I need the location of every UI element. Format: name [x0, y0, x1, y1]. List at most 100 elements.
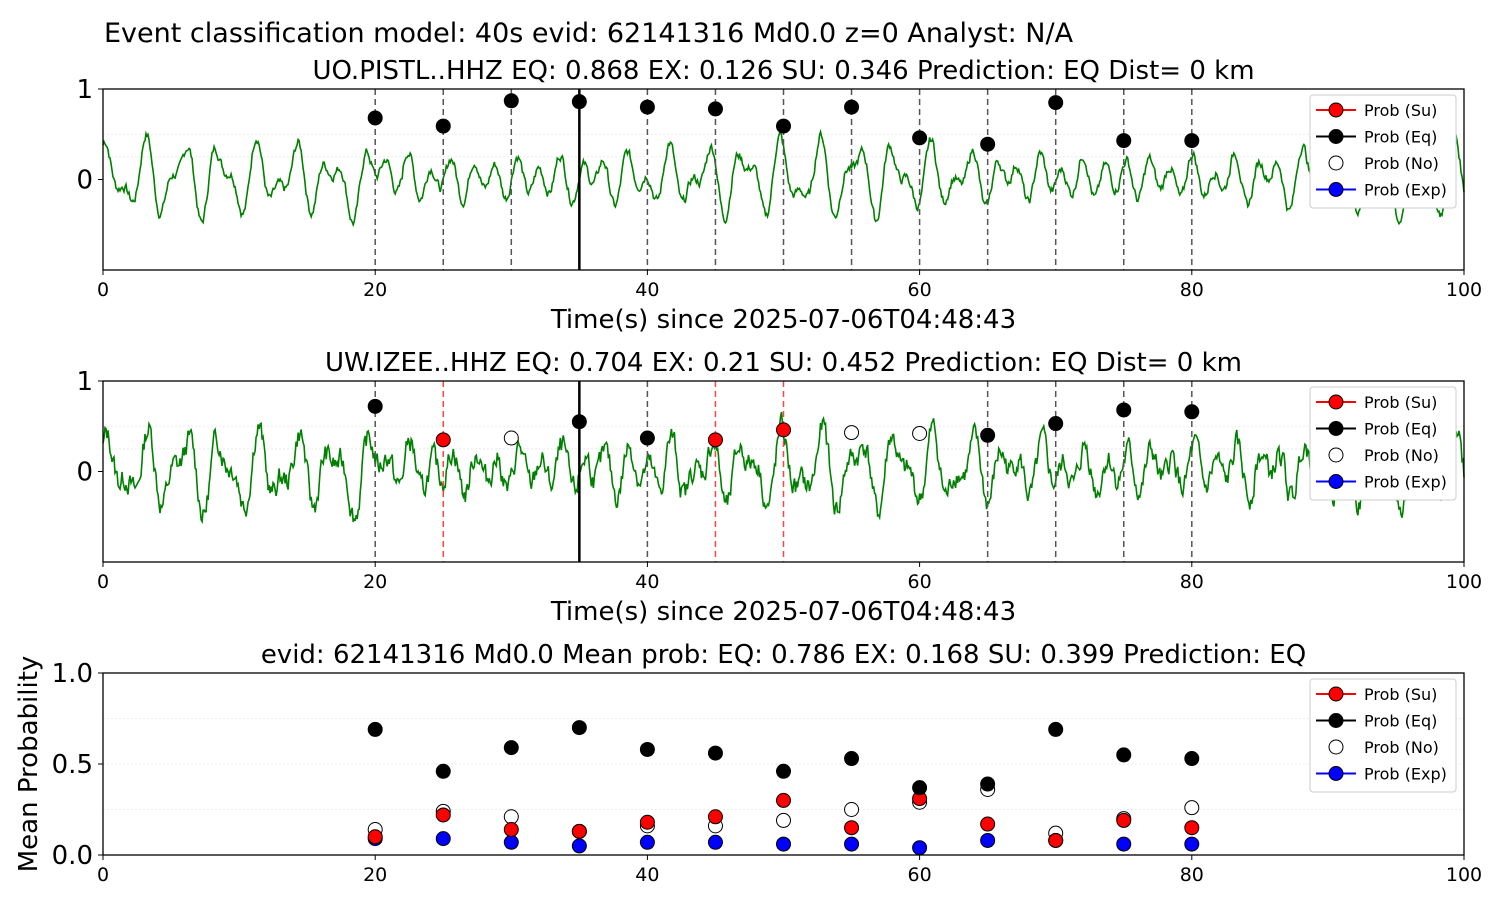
x-tick-label: 40 [635, 279, 659, 301]
legend-label: Prob (Exp) [1364, 181, 1447, 200]
x-tick-label: 0 [97, 279, 109, 301]
mean-point-exp [707, 834, 723, 850]
prob-point-eq [912, 130, 928, 146]
mean-point-eq [1184, 751, 1200, 767]
panel-1: 0 20 40 60 80 100 0 1 Prob (Su) Prob (Eq) Prob (No… [76, 75, 1482, 301]
mean-point-no [844, 802, 860, 817]
legend-marker [1328, 713, 1344, 728]
mean-point-eq [980, 776, 996, 792]
mean-point-exp [912, 840, 928, 856]
prob-point-eq [980, 427, 996, 443]
panel-3-title: evid: 62141316 Md0.0 Mean prob: EQ: 0.78… [261, 640, 1306, 670]
prob-point-eq [367, 110, 383, 126]
x-tick-label: 100 [1446, 279, 1482, 301]
prob-point-su [707, 432, 723, 448]
legend-label: Prob (Su) [1364, 101, 1437, 120]
legend-label: Prob (No) [1364, 154, 1439, 173]
mean-point-su [776, 792, 791, 808]
legend-label: Prob (Eq) [1364, 128, 1437, 147]
mean-point-su [1184, 820, 1200, 836]
mean-point-su [367, 829, 383, 845]
legend-marker [1328, 766, 1344, 781]
prob-point-su [776, 422, 791, 438]
mean-point-exp [571, 838, 587, 854]
panel-1-xlabel: Time(s) since 2025-07-06T04:48:43 [550, 305, 1016, 335]
legend-marker [1328, 394, 1344, 410]
y-tick-label: 0 [76, 166, 93, 196]
legend-label: Prob (Su) [1364, 685, 1437, 704]
x-tick-label: 20 [363, 864, 387, 886]
mean-point-exp [435, 831, 451, 847]
legend-label: Prob (No) [1364, 738, 1439, 757]
legend-marker [1328, 182, 1344, 197]
x-tick-label: 0 [97, 571, 109, 593]
waveform-line [102, 128, 1465, 228]
x-tick-label: 100 [1446, 864, 1482, 886]
legend-marker [1328, 129, 1344, 144]
legend-marker [1328, 155, 1344, 171]
legend-marker [1328, 447, 1344, 463]
figure-title: Event classification model: 40s evid: 62… [104, 18, 1074, 49]
prob-point-eq [571, 414, 587, 430]
x-tick-label: 0 [97, 864, 109, 886]
prob-point-eq [435, 118, 451, 134]
mean-point-su [639, 814, 655, 830]
mean-point-su [980, 816, 996, 832]
prob-point-eq [367, 398, 383, 414]
panel-3: 0 20 40 60 80 100 0.0 0.5 1.0 Prob (Su) Prob (Eq) P… [52, 659, 1482, 886]
x-tick-label: 40 [635, 571, 659, 593]
legend-marker [1328, 421, 1344, 436]
mean-point-eq [844, 751, 860, 767]
mean-point-no [776, 812, 791, 828]
prob-point-eq [1116, 133, 1132, 149]
legend-label: Prob (Exp) [1364, 765, 1447, 784]
y-tick-label: 0.0 [52, 841, 93, 871]
x-tick-label: 20 [363, 571, 387, 593]
panel-1-title: UO.PISTL..HHZ EQ: 0.868 EX: 0.126 SU: 0.… [312, 56, 1254, 86]
mean-point-eq [912, 780, 928, 796]
legend-box [1309, 678, 1457, 793]
legend-label: Prob (Su) [1364, 393, 1437, 412]
mean-point-no [503, 809, 519, 825]
legend-label: Prob (Eq) [1364, 420, 1437, 439]
prob-point-eq [571, 94, 587, 110]
mean-point-su [435, 807, 451, 823]
mean-point-exp [980, 832, 996, 848]
prob-point-su [435, 432, 451, 448]
legend-marker [1328, 686, 1344, 702]
x-tick-label: 100 [1446, 571, 1482, 593]
x-tick-label: 40 [635, 864, 659, 886]
prob-point-eq [1184, 404, 1200, 420]
mean-point-eq [776, 763, 791, 779]
mean-point-exp [503, 834, 519, 850]
mean-point-su [1048, 832, 1064, 848]
x-tick-label: 60 [908, 279, 932, 301]
legend-marker [1328, 474, 1344, 489]
prob-point-eq [503, 93, 519, 109]
mean-point-eq [435, 763, 451, 779]
mean-point-eq [707, 745, 723, 761]
x-tick-label: 80 [1180, 279, 1204, 301]
x-tick-label: 60 [908, 571, 932, 593]
panel-2: 0 20 40 60 80 100 0 1 Prob (Su) Prob (Eq) Prob (No… [76, 367, 1482, 593]
prob-point-eq [1184, 133, 1200, 149]
legend-box [1309, 386, 1457, 501]
y-tick-label: 0.5 [52, 750, 93, 780]
panel-2-xlabel: Time(s) since 2025-07-06T04:48:43 [550, 597, 1016, 627]
mean-point-exp [1184, 836, 1200, 852]
panel-2-title: UW.IZEE..HHZ EQ: 0.704 EX: 0.21 SU: 0.45… [325, 348, 1242, 378]
mean-point-su [707, 809, 723, 825]
y-tick-label: 0 [76, 458, 93, 488]
legend-box [1309, 94, 1457, 209]
prob-point-eq [639, 99, 655, 115]
mean-point-exp [639, 834, 655, 850]
mean-point-exp [776, 836, 791, 852]
x-tick-label: 20 [363, 279, 387, 301]
prob-point-eq [1048, 95, 1064, 111]
prob-point-eq [776, 118, 791, 134]
legend-label: Prob (No) [1364, 446, 1439, 465]
x-tick-label: 80 [1180, 864, 1204, 886]
prob-point-no [844, 425, 860, 441]
prob-point-eq [707, 101, 723, 117]
